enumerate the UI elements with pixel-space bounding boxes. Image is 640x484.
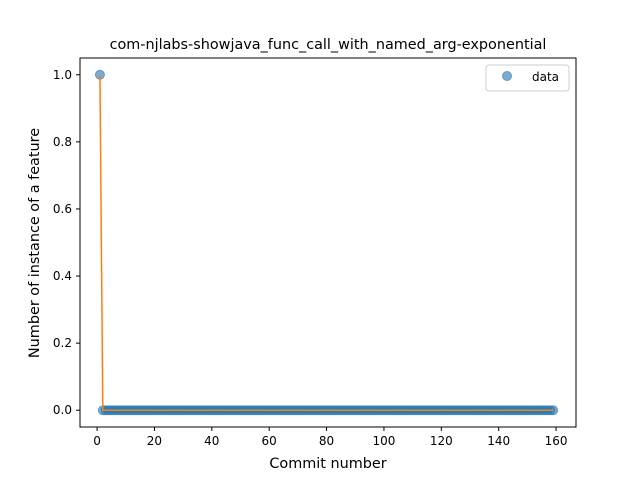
legend: data xyxy=(485,64,570,92)
x-tick-label: 0 xyxy=(93,434,101,448)
fit-line xyxy=(99,74,554,411)
x-tick-label: 100 xyxy=(372,434,395,448)
y-tick-label: 0.2 xyxy=(53,336,72,350)
y-tick-label: 0.6 xyxy=(53,202,72,216)
chart-title: com-njlabs-showjava_func_call_with_named… xyxy=(110,37,547,53)
x-tick-label: 160 xyxy=(545,434,568,448)
x-tick-label: 20 xyxy=(147,434,162,448)
y-tick-label: 0.0 xyxy=(53,403,72,417)
x-axis-label: Commit number xyxy=(269,456,386,472)
axes-frame xyxy=(79,57,577,428)
y-tick-label: 0.4 xyxy=(53,269,72,283)
x-tick-label: 40 xyxy=(204,434,219,448)
x-tick-label: 140 xyxy=(487,434,510,448)
y-axis-label: Number of instance of a feature xyxy=(27,128,43,358)
plot-area xyxy=(94,69,559,416)
x-tick-label: 80 xyxy=(319,434,334,448)
legend-marker-data xyxy=(502,71,512,81)
x-axis-ticks: 0 20 40 60 80 100 120 140 160 xyxy=(93,427,568,448)
y-axis-ticks: 0.0 0.2 0.4 0.6 0.8 1.0 xyxy=(53,68,80,417)
y-tick-label: 0.8 xyxy=(53,135,72,149)
y-tick-label: 1.0 xyxy=(53,68,72,82)
x-tick-label: 60 xyxy=(262,434,277,448)
legend-label-data: data xyxy=(532,70,559,84)
x-tick-label: 120 xyxy=(430,434,453,448)
